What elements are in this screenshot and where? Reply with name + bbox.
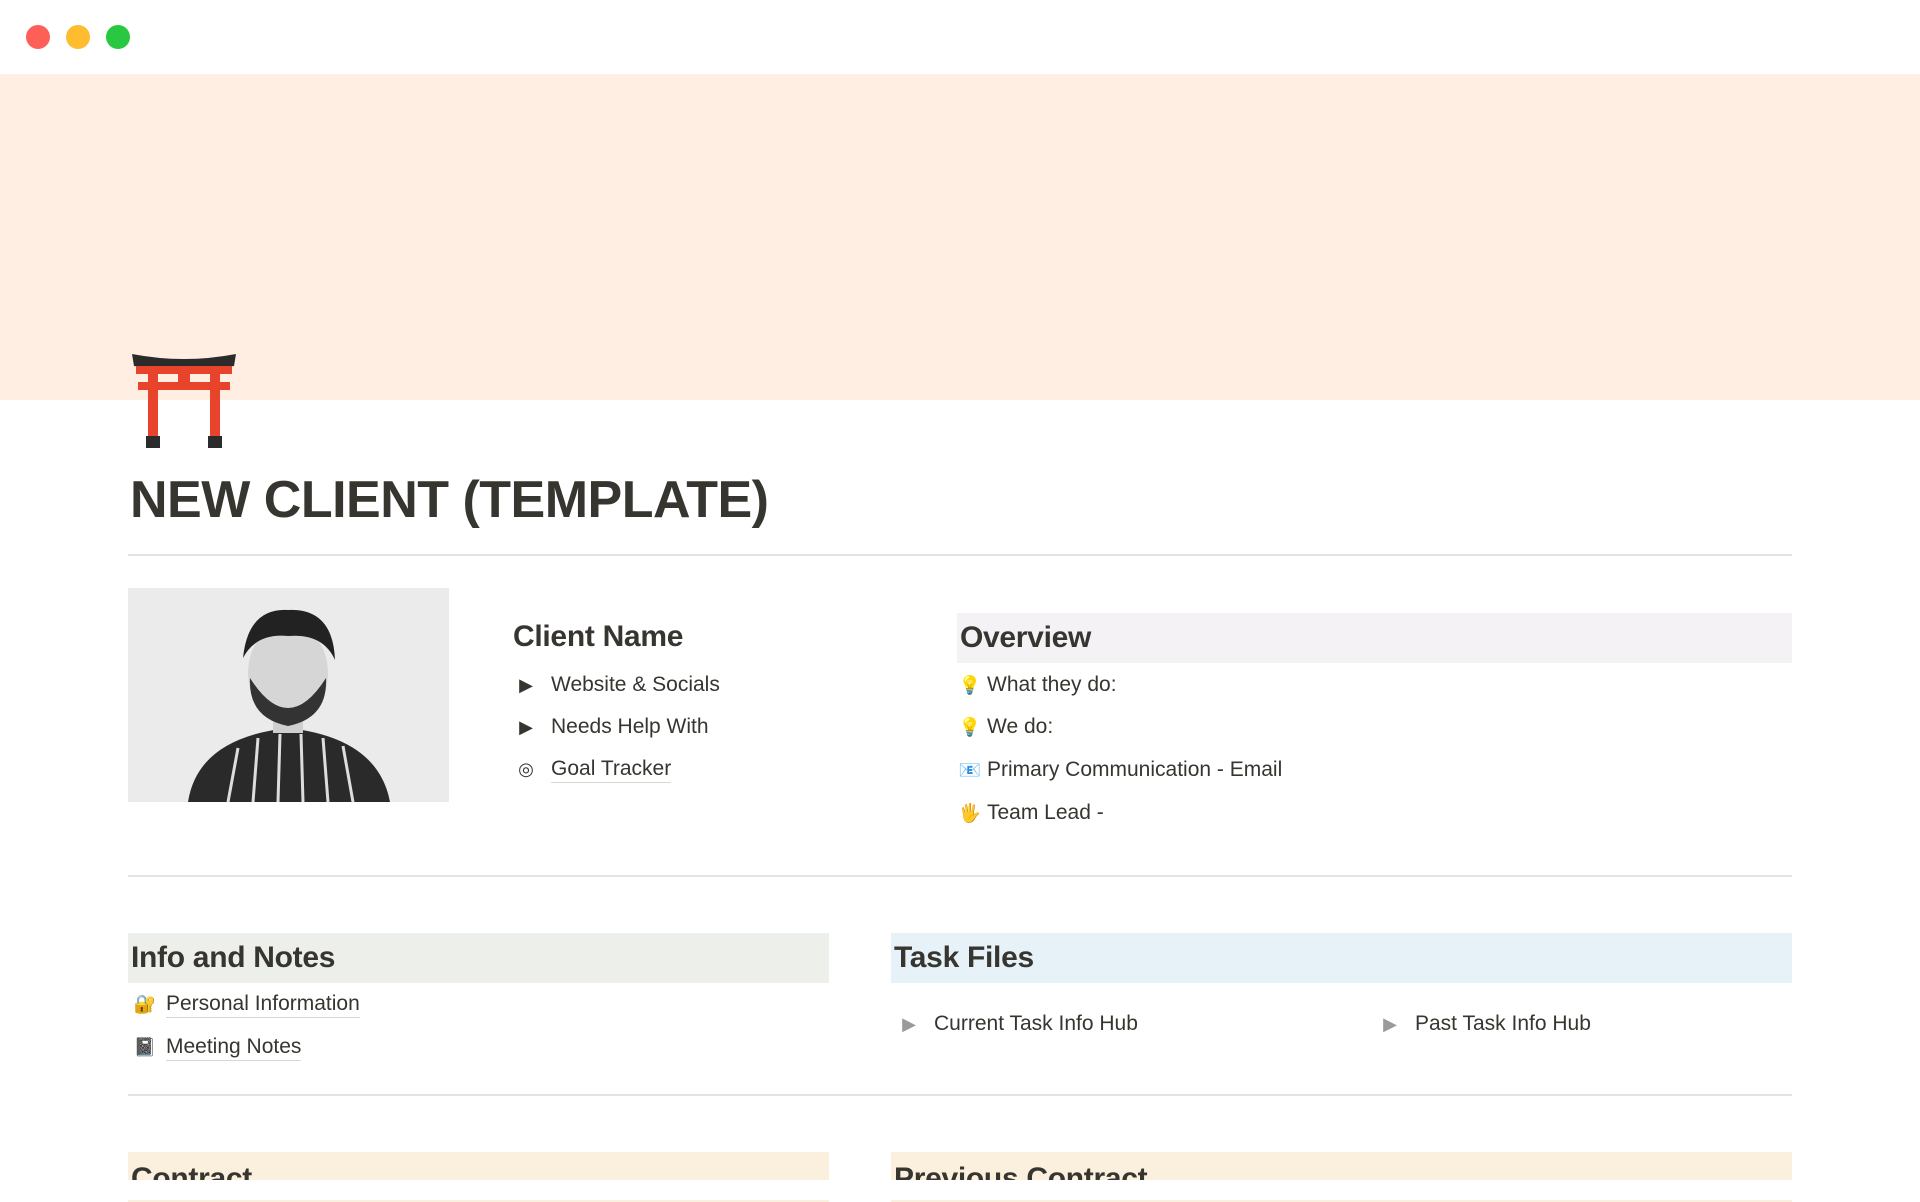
overview-item: 📧 Primary Communication - Email [957, 755, 1282, 785]
window-zoom-button[interactable] [106, 25, 130, 49]
overview-text: Primary Communication - Email [987, 758, 1283, 781]
meeting-notes-link[interactable]: 📓 Meeting Notes [132, 1032, 302, 1062]
personal-information-link[interactable]: 🔐 Personal Information [132, 989, 360, 1019]
raised-hand-icon: 🖐 [958, 802, 982, 823]
divider [128, 554, 1792, 556]
task-files-heading: Task Files [891, 933, 1792, 983]
toggle-label: Current Task Info Hub [934, 1012, 1138, 1035]
toggle-triangle-icon[interactable]: ▶ [519, 716, 533, 737]
toggle-website-socials[interactable]: ▶ Website & Socials [513, 670, 720, 700]
divider [128, 875, 1792, 877]
toggle-needs-help-with[interactable]: ▶ Needs Help With [513, 712, 709, 742]
torii-gate-icon[interactable] [130, 350, 238, 450]
toggle-triangle-icon[interactable]: ▶ [902, 1013, 916, 1034]
toggle-label: Website & Socials [551, 673, 720, 696]
locked-with-key-icon: 🔐 [133, 993, 157, 1014]
email-icon: 📧 [958, 759, 982, 780]
overview-text: What they do: [987, 673, 1117, 696]
toggle-triangle-icon[interactable]: ▶ [1383, 1013, 1397, 1034]
client-photo [128, 588, 449, 802]
notebook-icon: 📓 [133, 1036, 157, 1057]
toggle-label: Needs Help With [551, 715, 709, 738]
toggle-triangle-icon[interactable]: ▶ [519, 674, 533, 695]
window-minimize-button[interactable] [66, 25, 90, 49]
overview-text: Team Lead - [987, 801, 1104, 824]
page-title[interactable]: NEW CLIENT (TEMPLATE) [130, 471, 769, 529]
lightbulb-icon: 💡 [958, 716, 982, 737]
goal-tracker-link[interactable]: ◎ Goal Tracker [513, 754, 672, 784]
toggle-current-task-info-hub[interactable]: ▶ Current Task Info Hub [896, 1009, 1138, 1039]
overview-item: 💡 We do: [957, 712, 1053, 742]
toggle-past-task-info-hub[interactable]: ▶ Past Task Info Hub [1377, 1009, 1591, 1039]
link-label[interactable]: Goal Tracker [551, 756, 672, 783]
target-icon: ◎ [518, 758, 534, 779]
toggle-label: Past Task Info Hub [1415, 1012, 1591, 1035]
overview-item: 🖐 Team Lead - [957, 798, 1104, 828]
link-label[interactable]: Personal Information [166, 991, 360, 1018]
overview-item: 💡 What they do: [957, 670, 1117, 700]
lightbulb-icon: 💡 [958, 674, 982, 695]
info-notes-heading: Info and Notes [128, 933, 829, 983]
overview-text: We do: [987, 715, 1054, 738]
link-label[interactable]: Meeting Notes [166, 1034, 302, 1061]
viewport-edge [0, 1180, 1920, 1200]
overview-heading: Overview [957, 613, 1792, 663]
client-name-heading: Client Name [513, 620, 684, 653]
page-cover[interactable] [0, 74, 1920, 400]
divider [128, 1094, 1792, 1096]
window-close-button[interactable] [26, 25, 50, 49]
